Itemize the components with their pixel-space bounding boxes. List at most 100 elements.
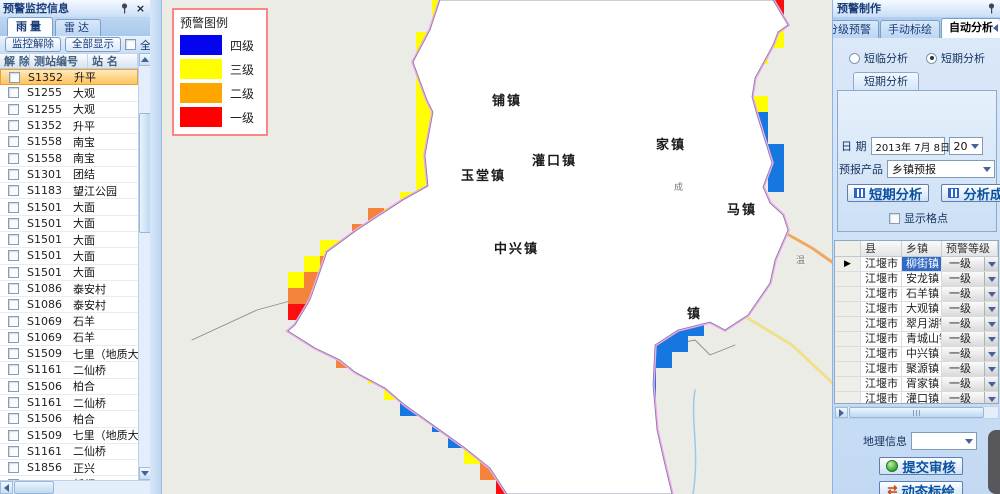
- warning-map[interactable]: 铺镇 灌口镇 玉堂镇 家镇 马镇 中兴镇镇 成温 预警图例 四级 三级 二级 一级: [162, 0, 832, 494]
- col-town[interactable]: 乡镇: [902, 241, 942, 256]
- town-cell[interactable]: 灌口镇: [902, 392, 942, 403]
- station-checkbox[interactable]: [8, 185, 19, 197]
- col-level[interactable]: 预警等级: [942, 241, 998, 256]
- station-row[interactable]: S1501 大面: [0, 231, 138, 249]
- station-row[interactable]: S1509 七里（地质大: [0, 346, 138, 363]
- township-row[interactable]: 江堰市翠月湖镇一级: [835, 317, 998, 332]
- station-checkbox[interactable]: [8, 201, 19, 213]
- town-cell[interactable]: 青城山镇: [902, 332, 942, 346]
- township-row[interactable]: 江堰市 中兴镇 一级: [835, 347, 998, 362]
- station-horizontal-scrollbar[interactable]: [0, 480, 150, 494]
- chevron-down-icon[interactable]: [984, 302, 998, 316]
- col-release[interactable]: 解 除: [0, 54, 30, 68]
- township-row[interactable]: 江堰市 聚源镇 一级: [835, 362, 998, 377]
- level-combo[interactable]: 一级: [942, 272, 998, 286]
- station-row[interactable]: S1558 南宝: [0, 134, 138, 151]
- station-checkbox[interactable]: [8, 397, 19, 409]
- pin-icon[interactable]: [985, 2, 998, 15]
- station-checkbox[interactable]: [8, 413, 19, 425]
- township-horizontal-scrollbar[interactable]: [834, 406, 999, 419]
- station-row[interactable]: S1352 升平: [0, 117, 138, 135]
- horizontal-scroll-thumb[interactable]: [14, 481, 54, 494]
- station-checkbox[interactable]: [8, 331, 19, 343]
- station-checkbox[interactable]: [8, 445, 19, 457]
- station-row[interactable]: S1501 大面: [0, 248, 138, 265]
- chevron-down-icon[interactable]: [968, 138, 982, 154]
- town-cell[interactable]: 中兴镇: [902, 347, 942, 361]
- station-checkbox[interactable]: [8, 478, 19, 480]
- level-combo[interactable]: 一级: [942, 287, 998, 301]
- tab-auto-analysis[interactable]: 自动分析: [941, 18, 1000, 38]
- chevron-down-icon[interactable]: [984, 332, 998, 346]
- station-row[interactable]: S1069 石羊: [0, 313, 138, 330]
- scroll-up-icon[interactable]: [139, 53, 151, 66]
- chevron-down-icon[interactable]: [984, 347, 998, 361]
- town-cell[interactable]: 翠月湖镇: [902, 317, 942, 331]
- station-row[interactable]: S1509 七里（地质大: [0, 427, 138, 444]
- level-combo[interactable]: 一级: [942, 377, 998, 391]
- chevron-down-icon[interactable]: [984, 377, 998, 391]
- station-checkbox[interactable]: [8, 217, 19, 229]
- level-combo[interactable]: 一级: [942, 317, 998, 331]
- station-row[interactable]: S1161 二仙桥: [0, 394, 138, 412]
- chevron-down-icon[interactable]: [984, 317, 998, 331]
- chevron-down-icon[interactable]: [984, 287, 998, 301]
- station-row[interactable]: S1086 泰安村: [0, 280, 138, 298]
- plot-result-button[interactable]: 分析成图: [941, 184, 1000, 202]
- chevron-down-icon[interactable]: [984, 257, 998, 271]
- station-vertical-scrollbar[interactable]: [138, 53, 151, 480]
- shortterm-analyze-button[interactable]: 短期分析: [847, 184, 930, 202]
- station-checkbox[interactable]: [8, 234, 19, 246]
- station-row[interactable]: S1086 泰安村: [0, 297, 138, 314]
- town-cell[interactable]: 安龙镇: [902, 272, 942, 286]
- station-checkbox[interactable]: [8, 364, 19, 376]
- station-checkbox[interactable]: [8, 266, 19, 278]
- station-row[interactable]: S1161 二仙桥: [0, 362, 138, 379]
- station-row[interactable]: S1069 石羊: [0, 329, 138, 347]
- dynamic-plot-button[interactable]: ⇄ 动态标绘: [879, 481, 963, 494]
- collapsed-panel-handle[interactable]: [988, 430, 1000, 494]
- hour-combo[interactable]: 20: [948, 137, 983, 155]
- product-combo[interactable]: 乡镇预报: [887, 160, 995, 178]
- station-row[interactable]: S1255 大观: [0, 101, 138, 118]
- chevron-down-icon[interactable]: [984, 362, 998, 376]
- chevron-down-icon[interactable]: [984, 272, 998, 286]
- subtab-shortterm[interactable]: 短期分析: [853, 72, 919, 90]
- station-checkbox[interactable]: [8, 136, 19, 148]
- town-cell[interactable]: 胥家镇: [902, 377, 942, 391]
- col-county[interactable]: 县: [861, 241, 902, 256]
- station-checkbox[interactable]: [8, 168, 19, 180]
- station-row[interactable]: S1506 柏合: [0, 411, 138, 428]
- radio-shortterm-circle[interactable]: [926, 52, 937, 64]
- geo-info-combo[interactable]: [911, 432, 977, 450]
- station-checkbox[interactable]: [8, 380, 19, 392]
- station-checkbox[interactable]: [8, 348, 19, 360]
- station-checkbox[interactable]: [8, 120, 19, 132]
- close-icon[interactable]: ×: [135, 2, 146, 15]
- station-checkbox[interactable]: [9, 71, 20, 83]
- pin-icon[interactable]: [118, 2, 131, 15]
- station-checkbox[interactable]: [8, 152, 19, 164]
- town-cell[interactable]: 柳街镇: [902, 257, 942, 271]
- town-cell[interactable]: 聚源镇: [902, 362, 942, 376]
- chevron-down-icon[interactable]: [961, 433, 976, 449]
- panel-splitter[interactable]: [150, 0, 162, 494]
- scroll-right-icon[interactable]: [835, 407, 848, 418]
- scroll-left-icon[interactable]: [0, 481, 13, 494]
- station-row[interactable]: S1506 柏合: [0, 378, 138, 395]
- township-row[interactable]: 江堰市 大观镇 一级: [835, 302, 998, 317]
- tab-rainfall[interactable]: 雨量: [7, 17, 53, 36]
- select-all-checkbox[interactable]: [125, 39, 136, 50]
- horizontal-scroll-thumb[interactable]: [849, 407, 984, 418]
- station-checkbox[interactable]: [8, 87, 19, 99]
- station-checkbox[interactable]: [8, 299, 19, 311]
- station-checkbox[interactable]: [8, 315, 19, 327]
- station-row[interactable]: S1856 正兴: [0, 460, 138, 477]
- town-cell[interactable]: 大观镇: [902, 302, 942, 316]
- station-checkbox[interactable]: [8, 462, 19, 474]
- chevron-down-icon[interactable]: [979, 161, 994, 177]
- station-checkbox[interactable]: [8, 103, 19, 115]
- radio-nowcast-circle[interactable]: [849, 52, 860, 64]
- tab-manual-plot[interactable]: 手动标绘: [880, 20, 940, 38]
- station-checkbox[interactable]: [8, 250, 19, 262]
